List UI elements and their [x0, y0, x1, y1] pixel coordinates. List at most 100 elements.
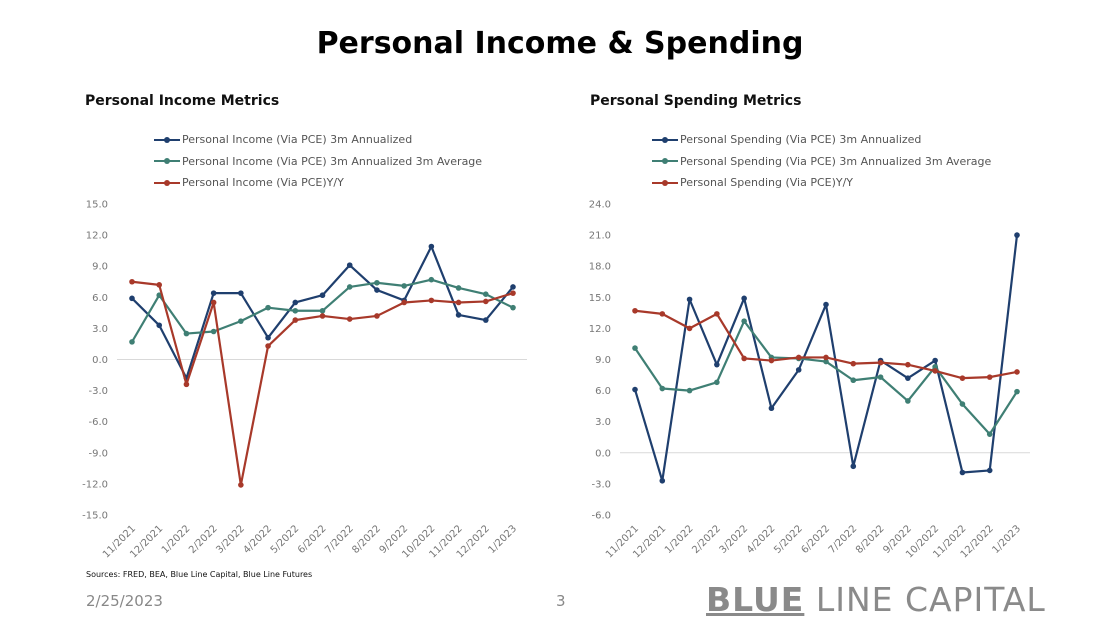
legend-item: Personal Income (Via PCE) 3m Annualized [154, 129, 482, 151]
data-point [455, 312, 462, 318]
data-point [210, 290, 217, 296]
legend-item: Personal Spending (Via PCE) 3m Annualize… [652, 151, 991, 173]
data-point [265, 334, 271, 341]
data-point [768, 405, 775, 412]
x-tick-label: 4/2022 [745, 523, 778, 556]
x-tick-label: 3/2022 [214, 523, 247, 556]
legend-label: Personal Spending (Via PCE) 3m Annualize… [680, 133, 922, 147]
data-point [482, 291, 489, 297]
legend-marker [652, 136, 678, 143]
y-tick-label: 12.0 [86, 231, 108, 242]
data-point [686, 296, 693, 303]
x-tick-label: 2/2022 [187, 523, 220, 556]
y-tick-label: -3.0 [591, 479, 611, 490]
data-point [1014, 232, 1020, 238]
data-point [659, 385, 666, 392]
data-point [292, 307, 299, 314]
data-point [986, 431, 993, 437]
data-point [741, 318, 747, 324]
legend-label: Personal Spending (Via PCE)Y/Y [680, 176, 854, 190]
data-point [428, 243, 435, 250]
y-tick-label: 12.0 [589, 324, 611, 335]
y-tick-label: -12.0 [82, 479, 108, 490]
x-tick-label: 7/2022 [827, 523, 860, 556]
data-point [850, 360, 857, 367]
logo: BLUE LINE CAPITAL [706, 580, 1046, 619]
data-point [850, 463, 857, 470]
data-point [210, 328, 217, 335]
data-point [932, 357, 938, 364]
data-point [428, 297, 435, 304]
data-point [129, 339, 135, 345]
data-point [659, 311, 666, 317]
x-tick-label: 7/2022 [323, 523, 356, 556]
legend-label: Personal Income (Via PCE)Y/Y [182, 176, 344, 190]
legend-label: Personal Spending (Via PCE) 3m Annualize… [680, 154, 992, 168]
data-point [823, 354, 829, 361]
data-point [877, 359, 884, 366]
data-point [795, 367, 802, 373]
data-point [319, 307, 326, 314]
legend-marker [154, 179, 180, 186]
y-tick-label: -6.0 [88, 417, 108, 428]
data-point [795, 354, 802, 361]
x-tick-label: 5/2022 [269, 523, 302, 556]
data-point [1014, 369, 1020, 375]
data-point [959, 401, 966, 407]
legend-item: Personal Spending (Via PCE) 3m Annualize… [652, 129, 991, 151]
x-tick-label: 3/2022 [718, 523, 751, 556]
legend-label: Personal Income (Via PCE) 3m Annualized … [182, 154, 483, 168]
data-point [714, 361, 720, 368]
data-point [482, 298, 489, 305]
page-number: 3 [556, 592, 566, 610]
y-tick-label: 9.0 [92, 262, 108, 273]
y-tick-label: 3.0 [595, 417, 611, 428]
data-point [374, 279, 380, 286]
x-tick-label: 1/2022 [160, 523, 193, 556]
y-tick-label: -15.0 [82, 511, 108, 522]
x-tick-label: 6/2022 [296, 523, 329, 556]
date: 2/25/2023 [86, 592, 163, 610]
data-point [156, 282, 163, 288]
spending-chart-title: Personal Spending Metrics [590, 93, 802, 109]
x-tick-label: 5/2022 [772, 523, 805, 556]
x-tick-label: 1/2023 [990, 523, 1023, 556]
y-tick-label: -6.0 [591, 511, 611, 522]
data-point [238, 482, 244, 488]
data-point [986, 467, 993, 474]
data-point [156, 322, 163, 329]
data-point [632, 345, 638, 351]
spending-legend: Personal Spending (Via PCE) 3m Annualize… [652, 129, 991, 194]
y-tick-label: 9.0 [595, 355, 611, 366]
data-point [129, 278, 135, 285]
legend-marker [652, 179, 678, 186]
logo-text: BLUE LINE CAPITAL [706, 580, 1046, 619]
data-point [877, 374, 884, 380]
data-point [714, 311, 720, 317]
data-point [1014, 388, 1020, 395]
income-legend: Personal Income (Via PCE) 3m Annualized … [154, 129, 482, 194]
data-point [292, 299, 299, 306]
legend-item: Personal Spending (Via PCE)Y/Y [652, 172, 991, 194]
data-point [401, 299, 407, 306]
data-point [210, 299, 217, 306]
data-point [632, 307, 638, 314]
data-point [183, 330, 190, 337]
data-point [986, 374, 993, 380]
data-point [714, 379, 720, 386]
data-point [932, 368, 938, 374]
data-point [455, 285, 462, 291]
x-tick-label: 8/2022 [350, 523, 383, 556]
data-point [129, 295, 135, 302]
legend-marker [652, 158, 678, 165]
x-tick-label: 1/2023 [486, 523, 519, 556]
data-point [741, 355, 747, 362]
data-point [659, 477, 666, 484]
data-point [632, 386, 638, 393]
data-point [905, 361, 911, 368]
legend-marker [154, 136, 180, 143]
data-point [319, 292, 326, 299]
data-point [905, 375, 911, 381]
data-point [292, 317, 299, 323]
